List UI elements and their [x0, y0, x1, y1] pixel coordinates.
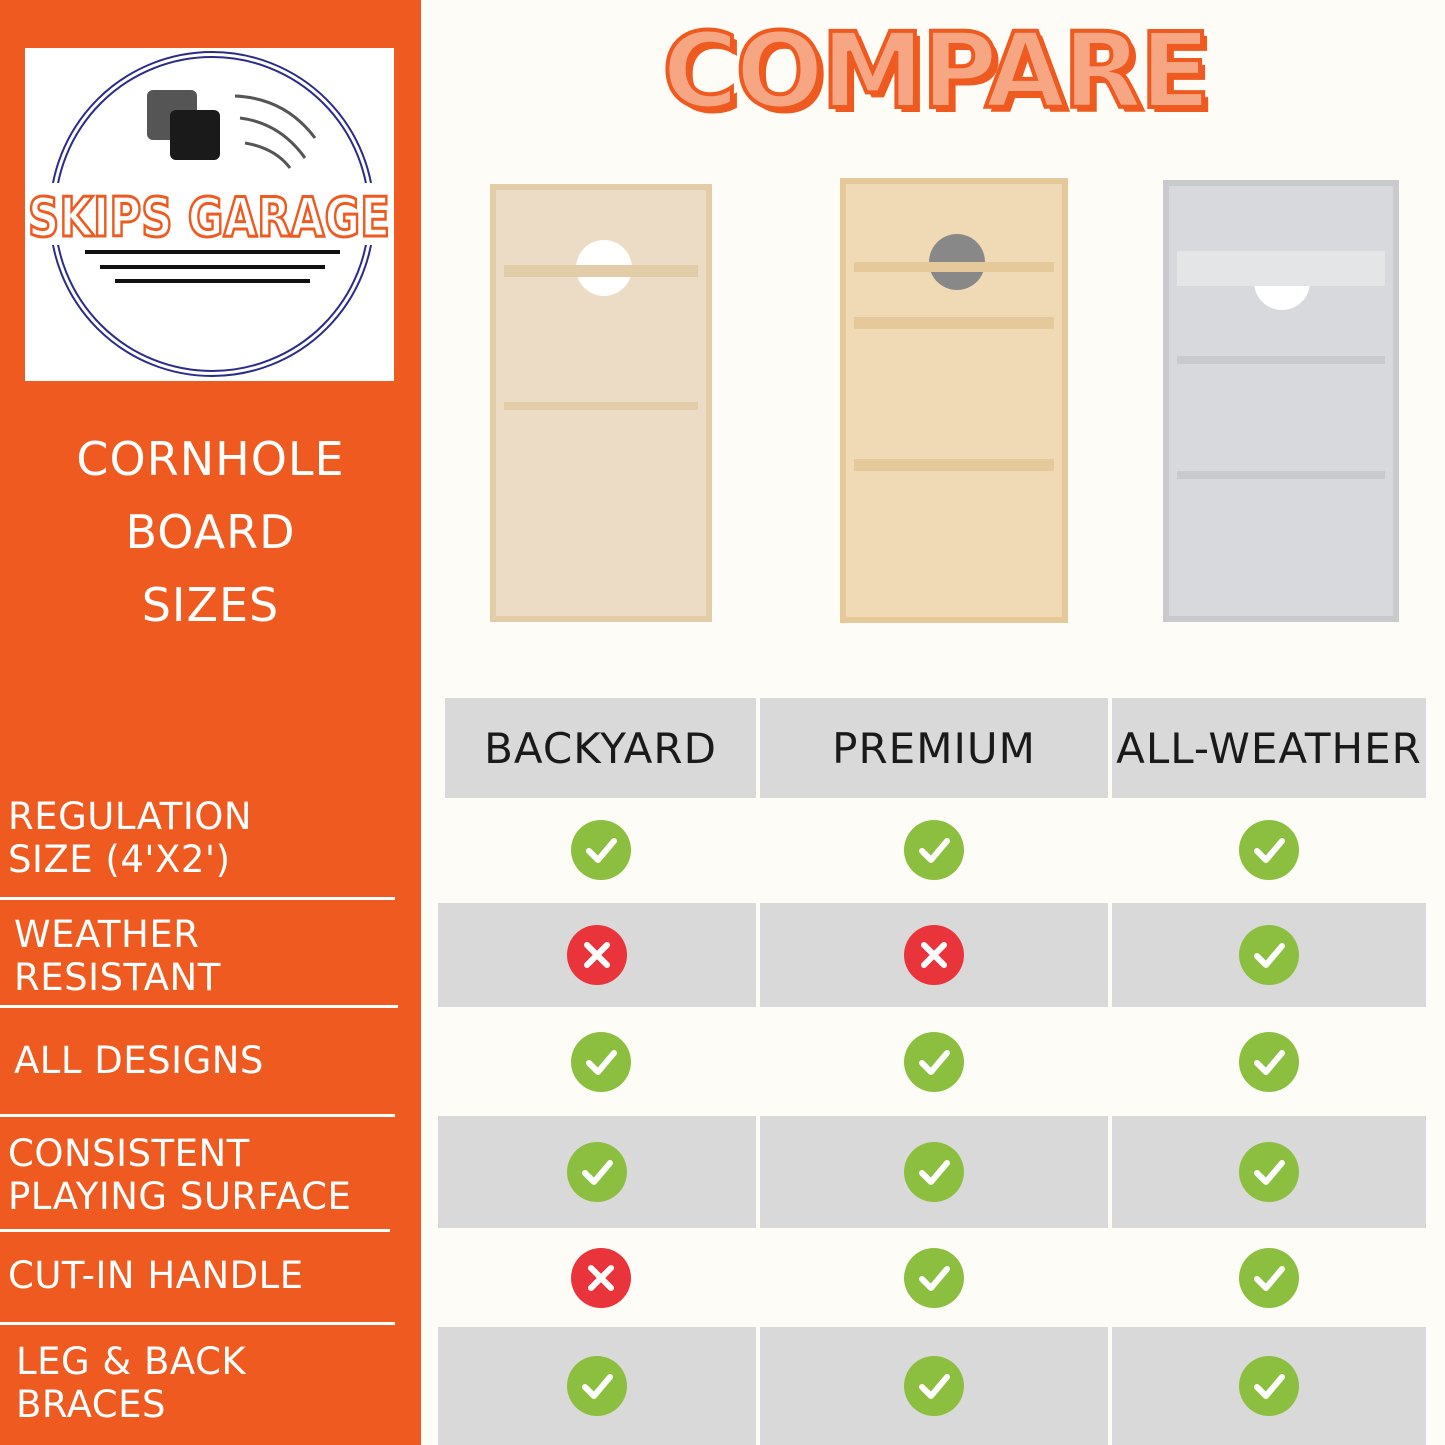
- table-cell: [1112, 1010, 1426, 1113]
- column-header: BACKYARD: [445, 698, 756, 798]
- check-icon: [567, 1356, 627, 1416]
- column-header: PREMIUM: [760, 698, 1108, 798]
- table-cell: [1112, 800, 1426, 900]
- row-label-consistent-surface: CONSISTENT PLAYING SURFACE: [8, 1132, 352, 1218]
- table-cell: [438, 903, 756, 1007]
- check-icon: [1239, 820, 1299, 880]
- subtitle-line-3: SIZES: [141, 578, 280, 632]
- cross-icon: [567, 925, 627, 985]
- compare-title: COMPARE: [660, 8, 1213, 134]
- check-icon: [570, 820, 631, 880]
- check-icon: [567, 1142, 627, 1202]
- table-cell: [1112, 1230, 1426, 1325]
- table-cell: [760, 1010, 1108, 1113]
- check-icon: [904, 1142, 964, 1202]
- check-icon: [1239, 925, 1299, 985]
- row-label-weather-resistant: WEATHER RESISTANT: [14, 913, 221, 999]
- column-header: ALL-WEATHER: [1112, 698, 1426, 798]
- table-cell: [445, 1010, 756, 1113]
- divider: [0, 897, 395, 900]
- table-cell: [760, 903, 1108, 1007]
- table-cell: [445, 800, 756, 900]
- table-cell: [438, 1116, 756, 1228]
- check-icon: [570, 1031, 631, 1092]
- row-label-regulation-size: REGULATION SIZE (4'X2'): [8, 795, 253, 881]
- check-icon: [1239, 1247, 1299, 1308]
- table-cell: [445, 1230, 756, 1325]
- row-label-cut-in-handle: CUT-IN HANDLE: [8, 1254, 304, 1297]
- table-cell: [1112, 903, 1426, 1007]
- divider: [0, 1229, 390, 1232]
- table-cell: [760, 800, 1108, 900]
- cross-icon: [904, 925, 964, 985]
- logo-text: SKIPS GARAGE: [28, 186, 390, 249]
- check-icon: [1239, 1356, 1299, 1416]
- check-icon: [1239, 1031, 1299, 1092]
- table-cell: [438, 1327, 756, 1445]
- check-icon: [1239, 1142, 1299, 1202]
- divider: [0, 1322, 395, 1325]
- table-cell: [760, 1327, 1108, 1445]
- all-weather-board-image: [1163, 180, 1399, 622]
- backyard-board-image: [490, 184, 712, 622]
- skips-garage-logo: SKIPS GARAGE: [25, 48, 394, 381]
- premium-board-image: [840, 178, 1068, 623]
- table-cell: [760, 1116, 1108, 1228]
- divider: [0, 1005, 398, 1008]
- cross-icon: [570, 1247, 631, 1308]
- check-icon: [904, 1031, 964, 1092]
- subtitle-line-1: CORNHOLE: [76, 432, 345, 486]
- table-cell: [1112, 1327, 1426, 1445]
- left-panel: SKIPS GARAGE CORNHOLE BOARD SIZES REGULA…: [0, 0, 421, 1445]
- row-label-all-designs: ALL DESIGNS: [14, 1039, 264, 1082]
- table-cell: [760, 1230, 1108, 1325]
- row-label-leg-back-braces: LEG & BACK BRACES: [16, 1340, 247, 1426]
- subtitle-line-2: BOARD: [125, 505, 296, 559]
- divider: [0, 1114, 395, 1117]
- check-icon: [904, 1247, 964, 1308]
- check-icon: [904, 1356, 964, 1416]
- table-cell: [1112, 1116, 1426, 1228]
- check-icon: [904, 820, 964, 880]
